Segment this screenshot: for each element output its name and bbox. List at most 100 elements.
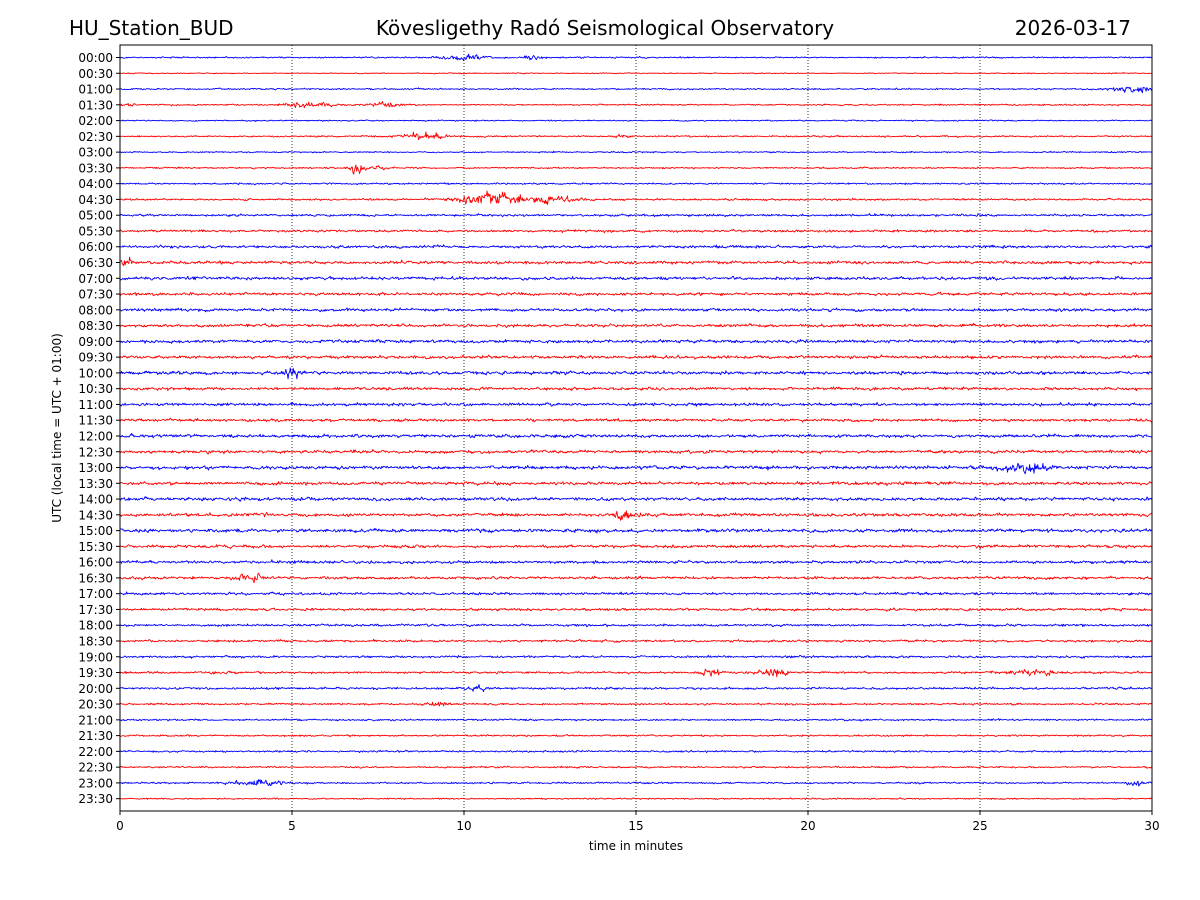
y-tick-label: 23:00 bbox=[78, 776, 113, 790]
y-tick-label: 11:00 bbox=[78, 398, 113, 412]
trace-0530 bbox=[119, 228, 1153, 234]
trace-1130 bbox=[119, 417, 1153, 423]
trace-2000 bbox=[119, 684, 1153, 693]
trace-0230 bbox=[119, 131, 1153, 141]
y-tick-label: 01:00 bbox=[78, 83, 113, 97]
trace-0900 bbox=[119, 338, 1153, 344]
y-tick-label: 00:30 bbox=[78, 67, 113, 81]
x-axis-label: time in minutes bbox=[589, 839, 683, 853]
trace-1600 bbox=[119, 559, 1153, 565]
y-tick-label: 15:00 bbox=[78, 524, 113, 538]
y-tick-label: 11:30 bbox=[78, 414, 113, 428]
y-tick-label: 17:30 bbox=[78, 603, 113, 617]
trace-1530 bbox=[119, 544, 1153, 550]
y-tick-label: 14:30 bbox=[78, 508, 113, 522]
y-tick-label: 06:00 bbox=[78, 240, 113, 254]
trace-0130 bbox=[119, 101, 1153, 109]
y-tick-label: 09:00 bbox=[78, 335, 113, 349]
y-tick-label: 22:30 bbox=[78, 761, 113, 775]
trace-0400 bbox=[119, 182, 1153, 186]
y-tick-label: 19:30 bbox=[78, 666, 113, 680]
y-tick-label: 20:30 bbox=[78, 698, 113, 712]
trace-0730 bbox=[119, 291, 1153, 297]
x-gridlines bbox=[291, 45, 981, 811]
x-tick-label: 15 bbox=[628, 819, 643, 833]
trace-0800 bbox=[119, 307, 1153, 313]
trace-0330 bbox=[119, 164, 1153, 175]
trace-0700 bbox=[119, 275, 1153, 281]
y-tick-label: 08:00 bbox=[78, 303, 113, 317]
y-tick-label: 23:30 bbox=[78, 792, 113, 806]
trace-0000 bbox=[119, 53, 1153, 62]
observatory-title: Kövesligethy Radó Seismological Observat… bbox=[375, 16, 835, 40]
trace-1900 bbox=[119, 654, 1153, 659]
trace-2200 bbox=[119, 749, 1153, 754]
trace-0600 bbox=[119, 244, 1153, 250]
trace-1630 bbox=[119, 572, 1153, 584]
y-tick-label: 13:00 bbox=[78, 461, 113, 475]
x-tick-label: 0 bbox=[116, 819, 124, 833]
trace-2330 bbox=[119, 797, 1153, 801]
y-tick-label: 07:00 bbox=[78, 272, 113, 286]
x-tick-label: 25 bbox=[972, 819, 987, 833]
trace-1930 bbox=[119, 668, 1153, 678]
trace-0830 bbox=[119, 322, 1153, 329]
trace-1730 bbox=[119, 607, 1153, 612]
trace-0100 bbox=[119, 86, 1153, 94]
trace-1230 bbox=[119, 449, 1153, 455]
trace-1700 bbox=[119, 591, 1153, 596]
y-tick-label: 02:30 bbox=[78, 130, 113, 144]
x-tick-label: 20 bbox=[800, 819, 815, 833]
x-axis: 0 5 10 15 20 25 30 bbox=[116, 811, 1160, 833]
trace-0500 bbox=[119, 213, 1153, 218]
trace-1400 bbox=[119, 496, 1153, 502]
y-tick-label: 16:00 bbox=[78, 556, 113, 570]
seismogram-traces bbox=[119, 53, 1153, 801]
y-tick-label: 18:00 bbox=[78, 619, 113, 633]
trace-1330 bbox=[119, 480, 1153, 486]
trace-1830 bbox=[119, 638, 1153, 643]
x-tick-label: 10 bbox=[456, 819, 471, 833]
y-tick-label: 05:30 bbox=[78, 224, 113, 238]
trace-0200 bbox=[119, 119, 1153, 123]
y-tick-label: 04:00 bbox=[78, 177, 113, 191]
y-tick-label: 21:00 bbox=[78, 713, 113, 727]
y-tick-label: 13:30 bbox=[78, 477, 113, 491]
trace-2100 bbox=[119, 718, 1153, 722]
y-tick-label: 02:00 bbox=[78, 114, 113, 128]
y-tick-label: 12:00 bbox=[78, 429, 113, 443]
y-tick-label: 19:00 bbox=[78, 650, 113, 664]
y-tick-label: 07:30 bbox=[78, 288, 113, 302]
y-tick-label: 00:00 bbox=[78, 51, 113, 65]
x-tick-label: 5 bbox=[288, 819, 296, 833]
trace-1430 bbox=[119, 510, 1153, 521]
record-date: 2026-03-17 bbox=[1014, 16, 1131, 40]
y-tick-label: 12:30 bbox=[78, 445, 113, 459]
station-code: HU_Station_BUD bbox=[69, 16, 234, 40]
y-tick-label: 01:30 bbox=[78, 98, 113, 112]
y-tick-label: 16:30 bbox=[78, 571, 113, 585]
trace-1030 bbox=[119, 386, 1153, 392]
y-tick-label: 09:30 bbox=[78, 351, 113, 365]
trace-1800 bbox=[119, 623, 1153, 628]
trace-1000 bbox=[119, 367, 1153, 380]
trace-2130 bbox=[119, 734, 1153, 738]
trace-1500 bbox=[119, 528, 1153, 534]
trace-0430 bbox=[119, 190, 1153, 205]
trace-2300 bbox=[119, 779, 1153, 787]
y-tick-label: 06:30 bbox=[78, 256, 113, 270]
y-tick-label: 17:00 bbox=[78, 587, 113, 601]
y-tick-label: 03:30 bbox=[78, 161, 113, 175]
y-tick-label: 10:00 bbox=[78, 366, 113, 380]
trace-0030 bbox=[119, 72, 1153, 75]
trace-0300 bbox=[119, 150, 1153, 154]
x-tick-label: 30 bbox=[1144, 819, 1159, 833]
y-tick-label: 08:30 bbox=[78, 319, 113, 333]
trace-0930 bbox=[119, 354, 1153, 360]
trace-0630 bbox=[119, 256, 1153, 267]
y-tick-label: 20:00 bbox=[78, 682, 113, 696]
y-tick-label: 03:00 bbox=[78, 146, 113, 160]
y-tick-label: 14:00 bbox=[78, 493, 113, 507]
